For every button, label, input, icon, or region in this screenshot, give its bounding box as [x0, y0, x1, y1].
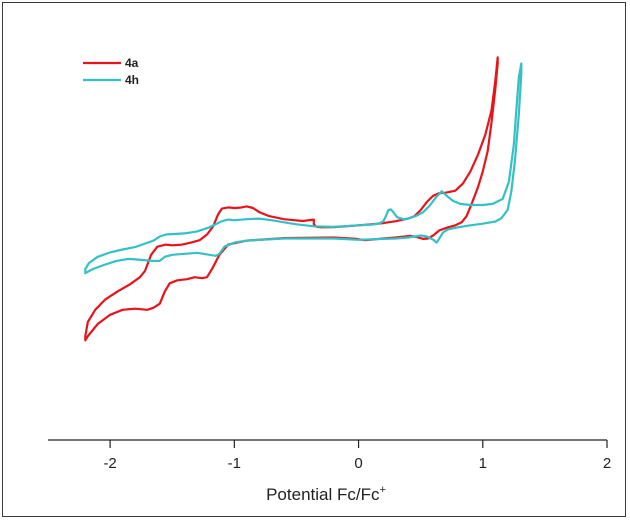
legend-label-4a: 4a [125, 56, 139, 70]
legend-label-4h: 4h [125, 73, 139, 87]
x-tick-label: -2 [103, 455, 116, 472]
x-axis-title-superscript: + [379, 484, 385, 496]
series-curves [84, 56, 523, 342]
x-axis-title: Potential Fc/Fc+ [266, 484, 386, 504]
x-tick-label: 0 [354, 455, 362, 472]
chart-frame: -2 -1 0 1 2 Potential Fc/Fc+ 4a 4h [2, 2, 626, 517]
x-tick-label: 1 [479, 455, 487, 472]
x-tick-label: -1 [228, 455, 241, 472]
x-axis-ticks: -2 -1 0 1 2 [103, 440, 611, 472]
x-tick-label: 2 [603, 455, 611, 472]
series-line-4h [84, 62, 523, 275]
